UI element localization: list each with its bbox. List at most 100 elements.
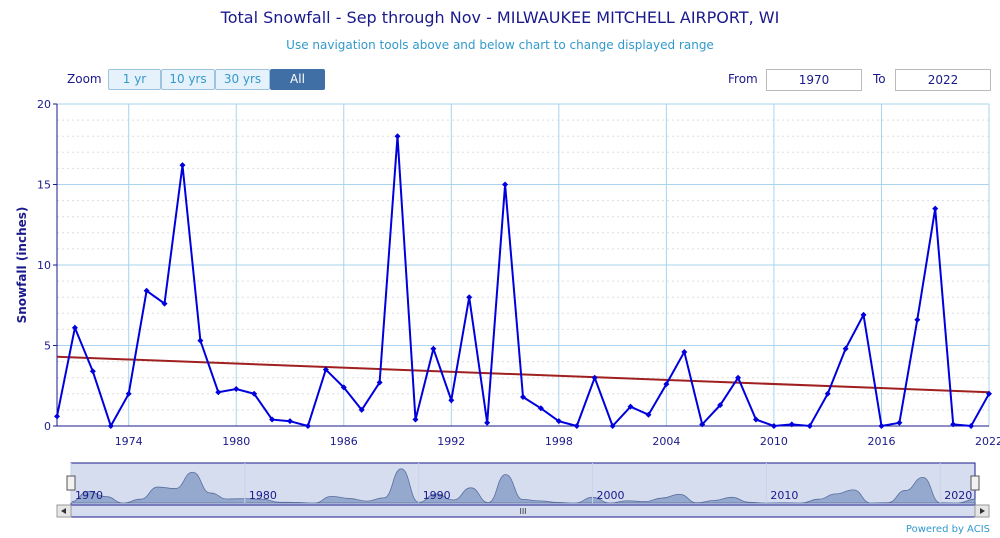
chart-subtitle: Use navigation tools above and below cha… <box>286 38 714 52</box>
data-point <box>215 389 222 396</box>
navigator-year-label: 1970 <box>75 489 103 502</box>
powered-by-link[interactable]: Powered by ACIS <box>905 524 990 535</box>
y-tick-label: 0 <box>44 420 51 433</box>
data-point <box>484 419 491 426</box>
scroll-grip-icon: III <box>519 507 526 516</box>
data-point <box>968 423 975 429</box>
data-point <box>932 205 939 212</box>
x-tick-label: 1974 <box>115 435 143 448</box>
data-point <box>358 406 365 413</box>
range-to-input[interactable] <box>895 69 991 91</box>
data-point <box>645 411 652 418</box>
data-point <box>376 379 383 386</box>
data-point <box>735 374 742 381</box>
data-point <box>950 421 957 428</box>
data-point <box>806 423 813 429</box>
navigator-year-label: 1990 <box>423 489 451 502</box>
data-point <box>89 368 96 375</box>
navigator-year-label: 2010 <box>770 489 798 502</box>
data-point <box>304 423 311 429</box>
data-point <box>896 419 903 426</box>
data-point <box>502 181 509 188</box>
data-point <box>824 390 831 397</box>
data-point <box>842 345 849 352</box>
y-tick-label: 5 <box>44 340 51 353</box>
x-tick-label: 2022 <box>975 435 1000 448</box>
data-point <box>179 162 186 169</box>
data-point <box>448 397 455 404</box>
data-point <box>430 345 437 352</box>
data-point <box>340 384 347 391</box>
navigator-year-label: 2000 <box>597 489 625 502</box>
trend-layer <box>56 355 990 394</box>
data-point <box>233 385 240 392</box>
data-point <box>878 423 885 429</box>
y-tick-labels: 0 5 10 15 20 <box>37 98 57 433</box>
data-point <box>412 416 419 423</box>
range-from-label: From <box>728 72 758 86</box>
navigator-year-label: 2020 <box>944 489 972 502</box>
data-point <box>537 405 544 412</box>
data-point <box>54 413 60 420</box>
data-point <box>520 394 526 401</box>
zoom-30yrs-button[interactable]: 30 yrs <box>215 69 270 90</box>
data-point <box>125 390 132 397</box>
data-point <box>770 423 777 429</box>
data-point <box>699 421 706 428</box>
x-tick-label: 1998 <box>545 435 573 448</box>
data-point <box>860 311 867 318</box>
x-tick-label: 2010 <box>760 435 788 448</box>
data-point <box>322 366 329 373</box>
x-tick-labels: 1974 1980 1986 1992 1998 2004 2010 2016 2022 <box>115 435 1000 448</box>
data-point <box>555 418 562 425</box>
navigator-labels: 1970 1980 1990 2000 2010 2020 <box>75 489 972 502</box>
data-point <box>466 294 473 301</box>
data-point <box>107 423 114 429</box>
data-point <box>609 423 616 429</box>
y-tick-label: 20 <box>37 98 51 111</box>
navigator-area <box>70 468 976 504</box>
data-point <box>287 418 293 425</box>
data-point <box>914 316 921 323</box>
scroll-left-arrow-icon <box>61 508 66 514</box>
grid-layer <box>56 103 990 427</box>
data-point <box>573 423 580 429</box>
series-layer <box>54 133 992 429</box>
y-axis-label: Snowfall (inches) <box>15 207 29 324</box>
data-point <box>143 287 150 294</box>
navigator-year-label: 1980 <box>249 489 277 502</box>
trend-line <box>56 355 990 394</box>
data-point <box>986 390 992 397</box>
data-point <box>717 402 724 409</box>
y-tick-label: 10 <box>37 259 51 272</box>
zoom-1yr-button[interactable]: 1 yr <box>108 69 161 90</box>
x-tick-label: 2004 <box>652 435 680 448</box>
data-point <box>663 381 670 388</box>
zoom-label: Zoom <box>67 72 102 86</box>
data-point <box>71 324 78 331</box>
data-point <box>197 337 204 344</box>
chart-title: Total Snowfall - Sep through Nov - MILWA… <box>220 8 780 27</box>
navigator-left-handle[interactable] <box>66 475 76 491</box>
data-point <box>591 374 598 381</box>
data-point <box>269 416 276 423</box>
data-point <box>681 348 688 355</box>
data-point <box>627 403 634 410</box>
navigator[interactable]: 1970 1980 1990 2000 2010 2020 III <box>56 462 990 518</box>
data-point <box>161 300 168 307</box>
data-point <box>753 416 759 423</box>
data-point <box>251 390 258 397</box>
x-tick-label: 1992 <box>437 435 465 448</box>
zoom-10yrs-button[interactable]: 10 yrs <box>161 69 215 90</box>
scroll-right-arrow-icon <box>980 508 985 514</box>
navigator-right-handle[interactable] <box>970 475 980 491</box>
x-tick-label: 1980 <box>222 435 250 448</box>
range-to-label: To <box>873 72 886 86</box>
x-tick-label: 2016 <box>867 435 895 448</box>
zoom-all-button[interactable]: All <box>270 69 325 90</box>
data-point <box>394 133 401 140</box>
y-tick-label: 15 <box>37 179 51 192</box>
range-from-input[interactable] <box>766 69 862 91</box>
data-point <box>788 421 795 428</box>
